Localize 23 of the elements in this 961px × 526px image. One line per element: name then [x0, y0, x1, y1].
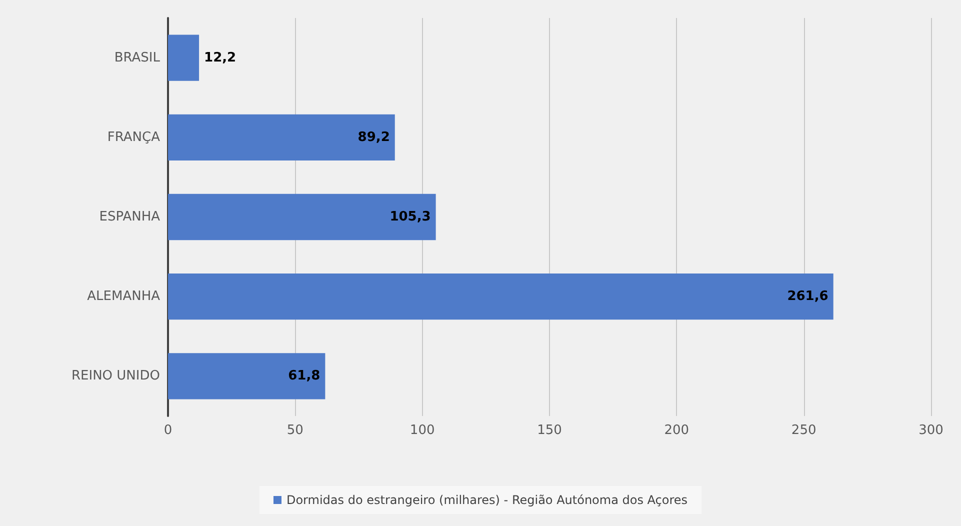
- legend-label: Dormidas do estrangeiro (milhares) - Região Autónoma dos Açores: [286, 493, 688, 507]
- y-tick-label: ALEMANHA: [87, 289, 160, 304]
- x-tick-label: 50: [286, 423, 304, 438]
- x-tick-label: 100: [410, 423, 435, 438]
- bar: [168, 34, 200, 81]
- y-tick-label: FRANÇA: [107, 130, 160, 145]
- data-label: 12,2: [204, 50, 236, 66]
- bar: [168, 274, 834, 320]
- data-label: 61,8: [288, 368, 320, 384]
- y-tick-label: BRASIL: [114, 50, 161, 66]
- x-tick-label: 300: [918, 423, 944, 438]
- x-tick-label: 0: [164, 423, 172, 438]
- bar: [168, 114, 395, 160]
- x-tick-label: 150: [537, 423, 562, 438]
- y-tick-label: ESPANHA: [99, 210, 160, 224]
- x-tick-label: 200: [664, 423, 690, 438]
- data-label: 261,6: [787, 289, 828, 304]
- data-label: 105,3: [390, 210, 431, 224]
- x-tick-label: 250: [791, 423, 816, 438]
- bar: [168, 194, 436, 240]
- data-label: 89,2: [358, 130, 390, 145]
- y-tick-label: REINO UNIDO: [72, 368, 160, 384]
- bar: [168, 353, 326, 400]
